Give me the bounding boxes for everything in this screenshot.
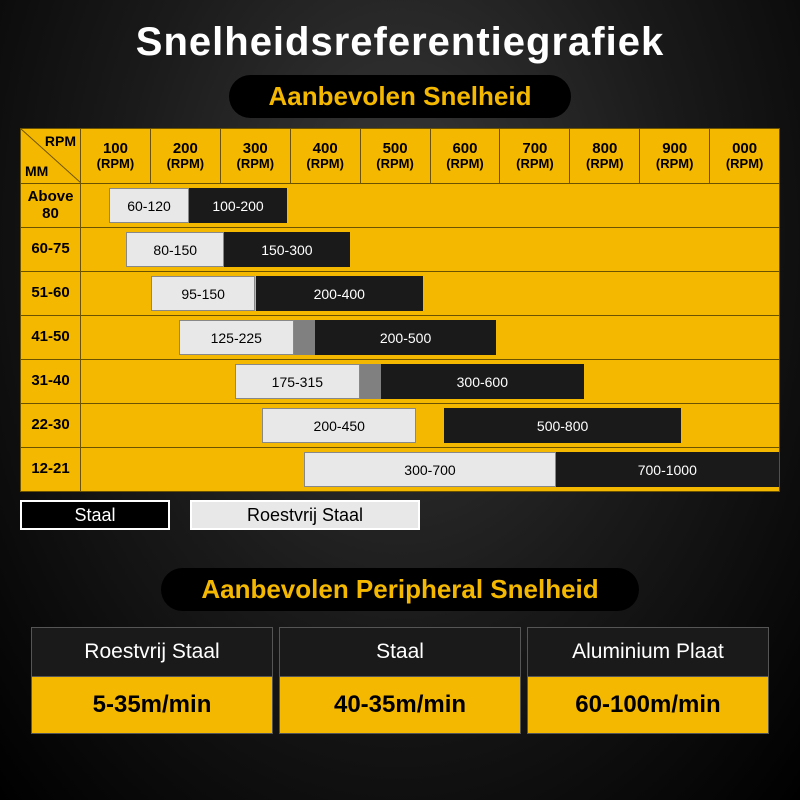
- range-bar-light: 125-225: [179, 320, 294, 355]
- legend: Staal Roestvrij Staal: [20, 500, 780, 530]
- range-bar-light: 95-150: [151, 276, 256, 311]
- data-row: Above8060-120100-200: [21, 183, 779, 227]
- speed-chart: RPM MM 100(RPM)200(RPM)300(RPM)400(RPM)5…: [20, 128, 780, 492]
- range-bar-dark: 200-500: [315, 320, 496, 355]
- row-body: 175-315 300-600: [81, 360, 779, 403]
- range-bar-light: 80-150: [126, 232, 224, 267]
- range-bar-dark: 700-1000: [556, 452, 779, 487]
- data-row: 22-30 200-450 500-800: [21, 403, 779, 447]
- corner-mm: MM: [25, 163, 48, 179]
- data-row: 51-6095-150200-400: [21, 271, 779, 315]
- legend-item: Staal: [20, 500, 170, 530]
- peripheral-table: Roestvrij Staal5-35m/minStaal40-35m/minA…: [28, 627, 772, 734]
- page-title: Snelheidsreferentiegrafiek: [0, 0, 800, 65]
- row-label: 41-50: [21, 316, 81, 359]
- peripheral-header: Roestvrij Staal: [32, 628, 272, 677]
- data-row: 60-7580-150150-300: [21, 227, 779, 271]
- peripheral-header: Aluminium Plaat: [528, 628, 768, 677]
- header-cell: 000(RPM): [710, 129, 779, 183]
- data-row: 12-21300-700700-1000: [21, 447, 779, 491]
- range-bar-light: 60-120: [109, 188, 189, 223]
- data-row: 41-50 125-225 200-500: [21, 315, 779, 359]
- header-cell: 800(RPM): [570, 129, 640, 183]
- row-label: Above80: [21, 184, 81, 227]
- corner-cell: RPM MM: [21, 129, 81, 183]
- row-label: 60-75: [21, 228, 81, 271]
- range-bar-dark: 200-400: [256, 276, 424, 311]
- peripheral-value: 60-100m/min: [528, 677, 768, 733]
- data-row: 31-40 175-315 300-600: [21, 359, 779, 403]
- row-body: 200-450 500-800: [81, 404, 779, 447]
- range-bar-gray: [360, 364, 381, 399]
- header-cell: 700(RPM): [500, 129, 570, 183]
- peripheral-column: Aluminium Plaat60-100m/min: [527, 627, 769, 734]
- peripheral-column: Staal40-35m/min: [279, 627, 521, 734]
- header-cell: 400(RPM): [291, 129, 361, 183]
- row-body: 95-150200-400: [81, 272, 779, 315]
- range-bar-gray: [294, 320, 315, 355]
- range-bar-dark: 500-800: [444, 408, 681, 443]
- range-bar-light: 175-315: [235, 364, 361, 399]
- row-label: 51-60: [21, 272, 81, 315]
- peripheral-column: Roestvrij Staal5-35m/min: [31, 627, 273, 734]
- peripheral-header: Staal: [280, 628, 520, 677]
- chart-header-row: RPM MM 100(RPM)200(RPM)300(RPM)400(RPM)5…: [21, 129, 779, 183]
- legend-item: Roestvrij Staal: [190, 500, 420, 530]
- range-bar-light: 200-450: [262, 408, 416, 443]
- subtitle-pill: Aanbevolen Snelheid: [229, 75, 572, 118]
- peripheral-value: 40-35m/min: [280, 677, 520, 733]
- header-cell: 500(RPM): [361, 129, 431, 183]
- row-label: 31-40: [21, 360, 81, 403]
- row-body: 125-225 200-500: [81, 316, 779, 359]
- row-body: 80-150150-300: [81, 228, 779, 271]
- peripheral-title-pill: Aanbevolen Peripheral Snelheid: [161, 568, 638, 611]
- range-bar-light: 300-700: [304, 452, 555, 487]
- header-cell: 300(RPM): [221, 129, 291, 183]
- header-cell: 100(RPM): [81, 129, 151, 183]
- range-bar-dark: 100-200: [189, 188, 287, 223]
- row-body: 300-700700-1000: [81, 448, 779, 491]
- row-label: 12-21: [21, 448, 81, 491]
- row-label: 22-30: [21, 404, 81, 447]
- header-cell: 900(RPM): [640, 129, 710, 183]
- range-bar-dark: 300-600: [381, 364, 583, 399]
- header-cell: 600(RPM): [431, 129, 501, 183]
- range-bar-dark: 150-300: [224, 232, 350, 267]
- corner-rpm: RPM: [45, 133, 76, 149]
- peripheral-value: 5-35m/min: [32, 677, 272, 733]
- header-cell: 200(RPM): [151, 129, 221, 183]
- row-body: 60-120100-200: [81, 184, 779, 227]
